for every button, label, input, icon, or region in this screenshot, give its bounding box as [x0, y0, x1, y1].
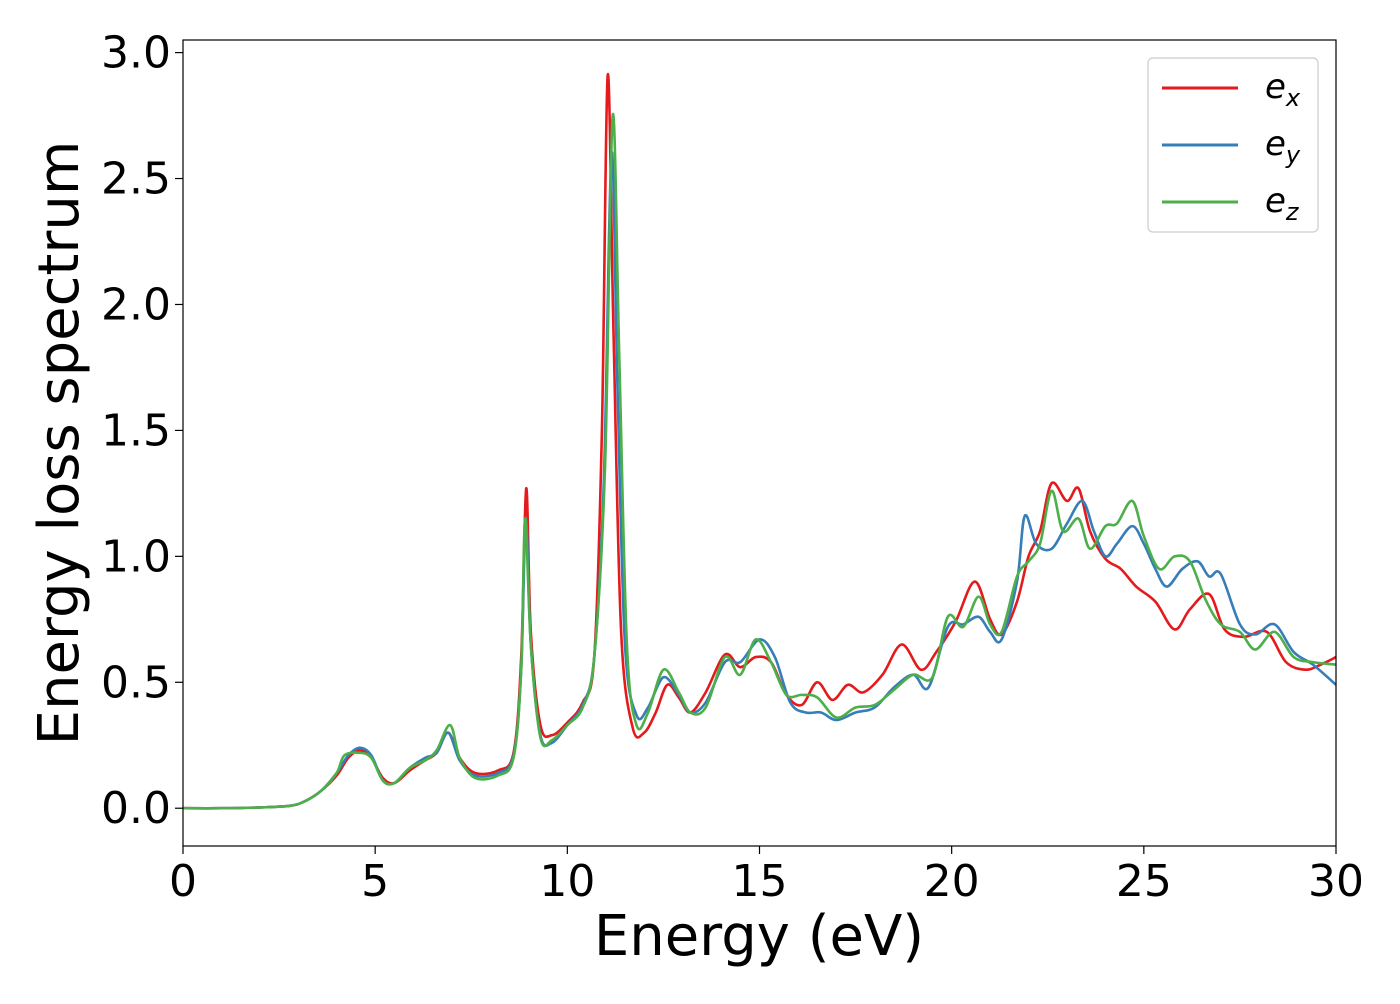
y-tick-label: 0.0 — [101, 783, 171, 834]
x-tick-label: 20 — [924, 856, 980, 907]
y-tick-label: 2.0 — [101, 279, 171, 330]
x-tick-label: 0 — [169, 856, 197, 907]
y-axis-ticks: 0.0 0.5 1.0 1.5 2.0 2.5 3.0 — [101, 28, 183, 834]
y-tick-label: 1.5 — [101, 405, 171, 456]
x-tick-label: 30 — [1308, 856, 1364, 907]
x-tick-label: 10 — [539, 856, 595, 907]
y-tick-label: 0.5 — [101, 657, 171, 708]
x-axis-title: Energy (eV) — [594, 904, 924, 969]
y-axis-title: Energy loss spectrum — [27, 141, 92, 746]
y-tick-label: 1.0 — [101, 531, 171, 582]
y-tick-label: 3.0 — [101, 28, 171, 79]
x-axis-ticks: 0 5 10 15 20 25 30 — [169, 846, 1364, 907]
x-tick-label: 5 — [361, 856, 389, 907]
legend-label-ez: ez — [1265, 181, 1300, 226]
series-line-ez — [182, 112, 1337, 810]
x-tick-label: 15 — [732, 856, 788, 907]
y-tick-label: 2.5 — [101, 154, 171, 205]
series-line-ey — [182, 150, 1337, 810]
series-layer — [182, 72, 1337, 810]
x-tick-label: 25 — [1116, 856, 1172, 907]
